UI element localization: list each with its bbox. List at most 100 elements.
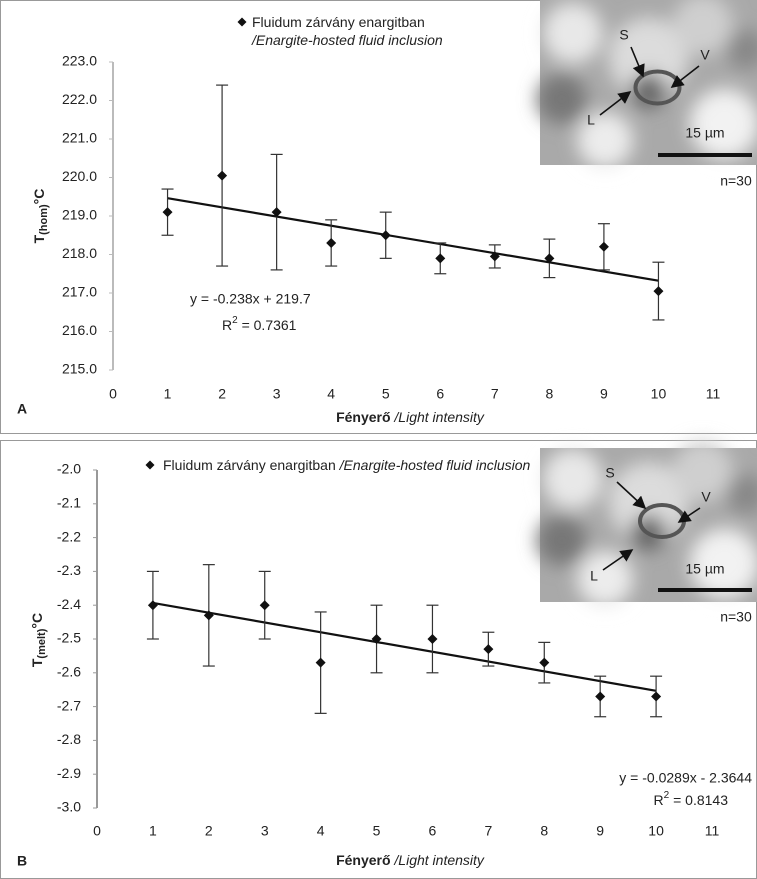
sample-size: n=30 bbox=[720, 609, 752, 625]
x-tick-label: 11 bbox=[706, 386, 721, 402]
y-tick-label: 217.0 bbox=[62, 284, 97, 300]
x-tick-label: 8 bbox=[545, 386, 553, 402]
micrograph-label: L bbox=[590, 568, 598, 584]
micrograph-spot bbox=[672, 441, 733, 502]
x-tick-label: 0 bbox=[93, 823, 101, 839]
legend-name: Fluidum zárvány enargitban bbox=[163, 457, 336, 473]
y-title-unit: °C bbox=[29, 613, 45, 629]
x-tick-label: 0 bbox=[109, 386, 117, 402]
y-axis-title: T(hom)°C bbox=[31, 189, 50, 244]
point bbox=[203, 610, 214, 621]
micrograph-spot bbox=[608, 461, 689, 542]
x-axis-title: Fényerő /Light intensity bbox=[336, 409, 485, 425]
x-title-translation: /Light intensity bbox=[393, 409, 484, 425]
micrograph-spot bbox=[536, 515, 587, 566]
y-tick-label: 219.0 bbox=[62, 207, 97, 223]
point bbox=[539, 657, 550, 668]
x-tick-label: 5 bbox=[382, 386, 390, 402]
r-squared: R2 = 0.7361 bbox=[222, 315, 297, 333]
micrograph-spot bbox=[689, 528, 757, 599]
legend-name: Fluidum zárvány enargitban bbox=[252, 14, 425, 30]
y-title-sub: (melt) bbox=[36, 628, 48, 658]
y-tick-label: -3.0 bbox=[57, 799, 81, 815]
trendline bbox=[152, 601, 657, 692]
micrograph-label: S bbox=[619, 27, 628, 43]
legend-translation: /Enargite-hosted fluid inclusion bbox=[339, 457, 531, 473]
trendline bbox=[167, 197, 659, 282]
y-tick-label: 222.0 bbox=[62, 91, 97, 107]
y-tick-label: -2.0 bbox=[57, 461, 81, 477]
r-squared: R2 = 0.8143 bbox=[654, 790, 729, 808]
x-tick-label: 9 bbox=[600, 386, 608, 402]
micrograph-spot bbox=[630, 72, 667, 109]
arrow bbox=[630, 46, 645, 78]
legend: Fluidum zárvány enargitban /Enargite-hos… bbox=[163, 456, 548, 474]
point bbox=[326, 237, 337, 248]
trend-equation: y = -0.0289x - 2.3644 bbox=[619, 770, 752, 786]
y-tick-label: -2.8 bbox=[57, 731, 81, 747]
y-tick-label: 221.0 bbox=[62, 130, 97, 146]
x-tick-label: 2 bbox=[218, 386, 226, 402]
x-tick-label: 2 bbox=[205, 823, 213, 839]
x-tick-label: 9 bbox=[596, 823, 604, 839]
x-tick-label: 10 bbox=[648, 823, 664, 839]
micrograph-spot bbox=[536, 74, 587, 124]
y-tick-label: -2.1 bbox=[57, 495, 81, 511]
x-tick-label: 4 bbox=[317, 823, 325, 839]
point bbox=[371, 634, 382, 644]
y-title-unit: °C bbox=[31, 189, 47, 205]
micrograph-texture bbox=[536, 0, 757, 169]
point bbox=[435, 253, 446, 264]
micrograph-label: V bbox=[700, 47, 710, 63]
x-tick-label: 7 bbox=[491, 386, 499, 402]
y-axis-title: T(melt)°C bbox=[29, 613, 48, 667]
point bbox=[315, 657, 326, 668]
micrograph-spot bbox=[672, 0, 733, 55]
x-tick-label: 4 bbox=[327, 386, 335, 402]
y-tick-label: 218.0 bbox=[62, 245, 97, 261]
y-tick-label: -2.3 bbox=[57, 562, 81, 578]
micrograph-spot bbox=[542, 3, 603, 63]
y-tick-label: 220.0 bbox=[62, 168, 97, 184]
micrograph-label: L bbox=[587, 112, 595, 128]
y-tick-label: -2.6 bbox=[57, 664, 81, 680]
arrow bbox=[602, 549, 634, 571]
sample-size: n=30 bbox=[720, 173, 752, 189]
point bbox=[595, 691, 606, 702]
point bbox=[544, 253, 555, 264]
legend-translation: /Enargite-hosted fluid inclusion bbox=[252, 32, 443, 48]
point bbox=[653, 286, 664, 297]
x-title-translation: /Light intensity bbox=[393, 852, 484, 868]
x-tick-label: 5 bbox=[373, 823, 381, 839]
micrograph-spot bbox=[577, 550, 634, 607]
panel-letter: B bbox=[17, 853, 27, 869]
arrow bbox=[670, 65, 700, 88]
x-title-main: Fényerő bbox=[336, 409, 390, 425]
scale-label: 15 µm bbox=[685, 561, 724, 577]
x-tick-label: 11 bbox=[705, 823, 720, 839]
r2-sup: 2 bbox=[232, 315, 238, 326]
scale-label: 15 µm bbox=[685, 125, 724, 141]
y-tick-label: -2.2 bbox=[57, 528, 81, 544]
x-tick-label: 1 bbox=[164, 386, 172, 402]
r2-value: = 0.8143 bbox=[669, 792, 728, 808]
micrograph-spot bbox=[577, 112, 634, 169]
point bbox=[598, 241, 609, 252]
micrograph-spot bbox=[726, 29, 757, 70]
arrow bbox=[599, 91, 632, 116]
y-tick-label: -2.7 bbox=[57, 697, 81, 713]
micrograph-spot bbox=[542, 448, 603, 509]
x-title-main: Fényerő bbox=[336, 852, 390, 868]
r2-sup: 2 bbox=[664, 790, 670, 801]
micrograph-spot bbox=[608, 17, 689, 98]
x-axis-title: Fényerő /Light intensity bbox=[336, 852, 485, 868]
x-tick-label: 6 bbox=[436, 386, 444, 402]
micrograph: S V L 15 µm bbox=[536, 441, 757, 607]
r2-prefix: R bbox=[222, 317, 232, 333]
legend: Fluidum zárvány enargitban /Enargite-hos… bbox=[252, 13, 542, 49]
y-tick-label: 223.0 bbox=[62, 53, 97, 69]
panel-letter: A bbox=[17, 401, 27, 417]
y-tick-label: -2.9 bbox=[57, 765, 81, 781]
